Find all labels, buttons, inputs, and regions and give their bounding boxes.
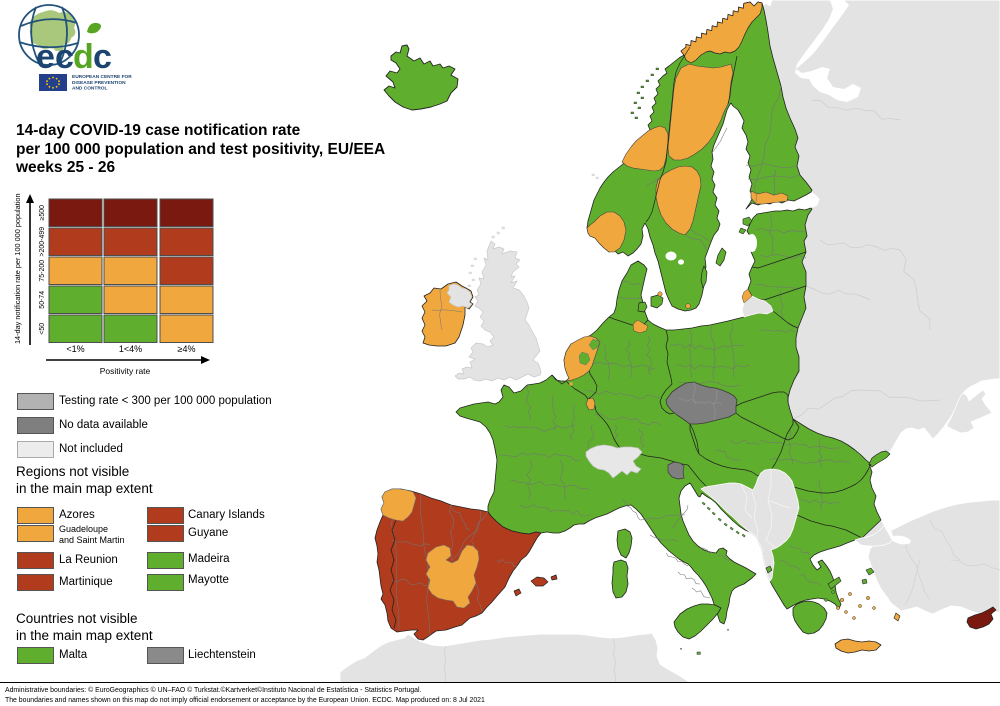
svg-text:c: c	[55, 38, 74, 76]
svg-text:Positivity rate: Positivity rate	[100, 366, 151, 376]
svg-text:14-day notification rate per 1: 14-day notification rate per 100 000 pop…	[13, 193, 22, 344]
svg-text:AND CONTROL: AND CONTROL	[72, 86, 108, 92]
svg-text:EUROPEAN CENTRE FOR: EUROPEAN CENTRE FOR	[72, 74, 132, 80]
svg-text:1<4%: 1<4%	[119, 344, 142, 354]
svg-text:>200-499: >200-499	[39, 227, 46, 257]
svg-text:≥500: ≥500	[39, 205, 46, 221]
svg-text:50-74: 50-74	[39, 291, 46, 309]
svg-text:DISEASE PREVENTION: DISEASE PREVENTION	[72, 80, 126, 86]
svg-text:d: d	[73, 38, 94, 76]
svg-text:<1%: <1%	[66, 344, 84, 354]
svg-text:c: c	[93, 38, 112, 76]
svg-text:<50: <50	[39, 323, 46, 335]
svg-text:≥4%: ≥4%	[178, 344, 196, 354]
svg-text:e: e	[36, 38, 55, 76]
svg-text:75-200: 75-200	[39, 260, 46, 282]
